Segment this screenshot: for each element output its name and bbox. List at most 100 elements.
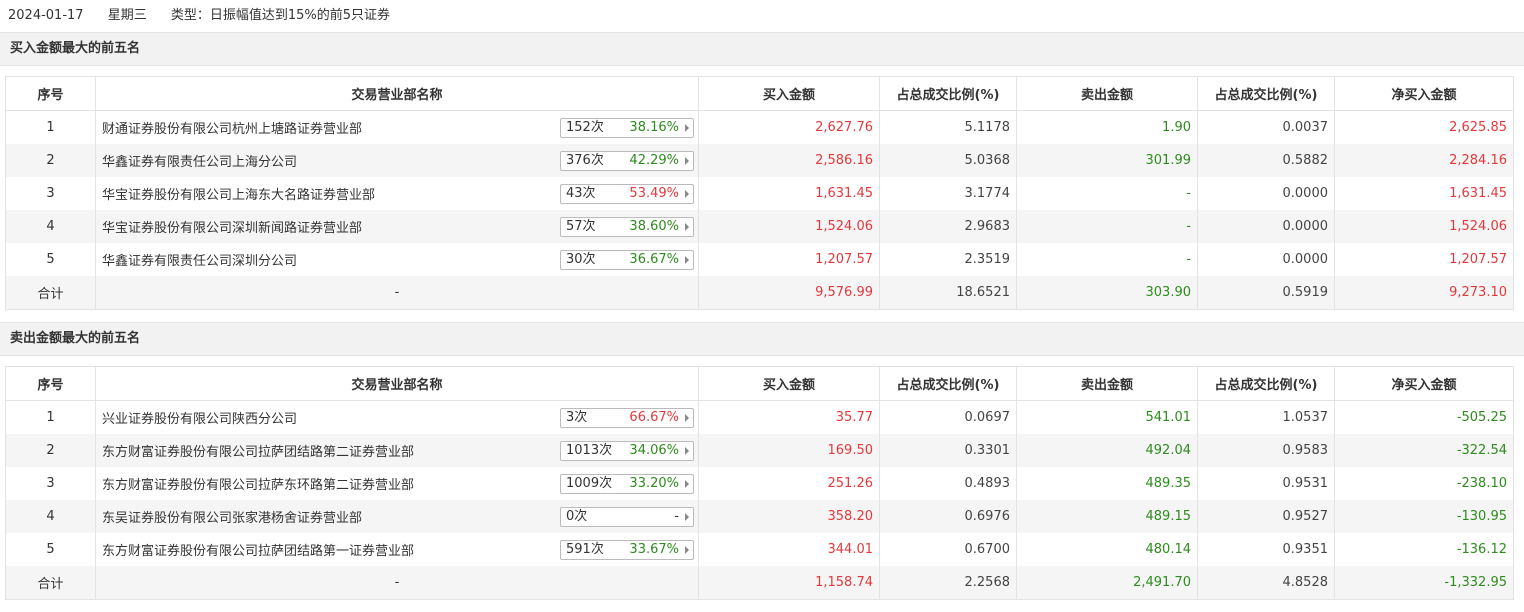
col-header-buy[interactable]: 买入金额: [698, 76, 880, 111]
row-index: 3: [5, 177, 96, 210]
col-header-sell-pct[interactable]: 占总成交比例(%): [1197, 366, 1335, 401]
sell-section-title: 卖出金额最大的前五名: [0, 322, 1524, 356]
table-header-row: 序号 交易营业部名称 买入金额 占总成交比例(%) 卖出金额 占总成交比例(%)…: [5, 366, 1514, 401]
sell-ratio: 0.0000: [1197, 210, 1335, 243]
buy-ratio: 0.0697: [879, 400, 1017, 434]
branch-stats-button[interactable]: 3次 66.67%: [560, 408, 694, 428]
buy-ratio: 0.3301: [879, 434, 1017, 467]
buy-ratio: 0.6976: [879, 500, 1017, 533]
sell-amount: 541.01: [1016, 400, 1198, 434]
win-rate: 53.49%: [629, 186, 679, 201]
branch-name-cell: 华鑫证券有限责任公司深圳分公司 30次 36.67%: [95, 243, 699, 276]
branch-name-link[interactable]: 东吴证券股份有限公司张家港杨舍证券营业部: [102, 511, 363, 526]
table-row: 1 兴业证券股份有限公司陕西分公司 3次 66.67% 35.77 0.0697 541.0…: [5, 400, 1514, 434]
sell-ratio: 0.9351: [1197, 533, 1335, 566]
net-amount: 1,207.57: [1334, 243, 1514, 276]
buy-ratio: 0.6700: [879, 533, 1017, 566]
buy-amount: 2,627.76: [698, 110, 880, 144]
table-row: 3 东方财富证券股份有限公司拉萨东环路第二证券营业部 1009次 33.20% 251.…: [5, 467, 1514, 500]
branch-name-cell: 华宝证券股份有限公司上海东大名路证券营业部 43次 53.49%: [95, 177, 699, 210]
total-buy-ratio: 18.6521: [879, 276, 1017, 310]
sell-table: 序号 交易营业部名称 买入金额 占总成交比例(%) 卖出金额 占总成交比例(%)…: [5, 366, 1514, 600]
sell-table-body: 1 兴业证券股份有限公司陕西分公司 3次 66.67% 35.77 0.0697 541.0…: [5, 400, 1514, 600]
total-sell-ratio: 4.8528: [1197, 566, 1335, 600]
col-header-net[interactable]: 净买入金额: [1334, 76, 1514, 111]
col-header-net[interactable]: 净买入金额: [1334, 366, 1514, 401]
branch-name-cell: 东吴证券股份有限公司张家港杨舍证券营业部 0次 -: [95, 500, 699, 533]
branch-stats-button[interactable]: 30次 36.67%: [560, 250, 694, 270]
win-rate: 33.20%: [629, 476, 679, 491]
branch-name-link[interactable]: 华宝证券股份有限公司上海东大名路证券营业部: [102, 188, 376, 203]
table-row: 5 华鑫证券有限责任公司深圳分公司 30次 36.67% 1,207.57 2.3519-…: [5, 243, 1514, 276]
col-header-name: 交易营业部名称: [95, 76, 699, 111]
sell-ratio: 0.0000: [1197, 243, 1335, 276]
row-index: 5: [5, 533, 96, 566]
listing-count: 1009次: [566, 476, 613, 491]
col-header-buy[interactable]: 买入金额: [698, 366, 880, 401]
branch-name-cell: 兴业证券股份有限公司陕西分公司 3次 66.67%: [95, 400, 699, 434]
weekday: 星期三: [107, 8, 147, 23]
branch-stats-button[interactable]: 1013次 34.06%: [560, 441, 694, 461]
caret-right-icon: [685, 190, 689, 198]
branch-name-link[interactable]: 财通证券股份有限公司杭州上塘路证券营业部: [102, 122, 363, 137]
row-index: 4: [5, 500, 96, 533]
branch-stats-button[interactable]: 376次 42.29%: [560, 151, 694, 171]
branch-name-link[interactable]: 华鑫证券有限责任公司上海分公司: [102, 155, 298, 170]
buy-amount: 358.20: [698, 500, 880, 533]
caret-right-icon: [685, 546, 689, 554]
col-header-buy-pct[interactable]: 占总成交比例(%): [879, 76, 1017, 111]
branch-stats-button[interactable]: 43次 53.49%: [560, 184, 694, 204]
branch-name-cell: 东方财富证券股份有限公司拉萨团结路第一证券营业部 591次 33.67%: [95, 533, 699, 566]
col-header-buy-pct[interactable]: 占总成交比例(%): [879, 366, 1017, 401]
col-header-sell[interactable]: 卖出金额: [1016, 76, 1198, 111]
branch-name-link[interactable]: 华宝证券股份有限公司深圳新闻路证券营业部: [102, 221, 363, 236]
branch-name-link[interactable]: 东方财富证券股份有限公司拉萨团结路第一证券营业部: [102, 544, 415, 559]
branch-stats-button[interactable]: 1009次 33.20%: [560, 474, 694, 494]
sell-ratio: 0.5882: [1197, 144, 1335, 177]
branch-name-link[interactable]: 东方财富证券股份有限公司拉萨团结路第二证券营业部: [102, 445, 415, 460]
win-rate: -: [674, 509, 679, 524]
col-header-sell-pct[interactable]: 占总成交比例(%): [1197, 76, 1335, 111]
table-row: 5 东方财富证券股份有限公司拉萨团结路第一证券营业部 591次 33.67% 344.0…: [5, 533, 1514, 566]
caret-right-icon: [685, 157, 689, 165]
buy-ratio: 3.1774: [879, 177, 1017, 210]
buy-amount: 1,631.45: [698, 177, 880, 210]
sell-amount: 301.99: [1016, 144, 1198, 177]
branch-name-link[interactable]: 华鑫证券有限责任公司深圳分公司: [102, 254, 298, 269]
buy-table-body: 1 财通证券股份有限公司杭州上塘路证券营业部 152次 38.16% 2,627.76 5…: [5, 110, 1514, 310]
sell-ratio: 0.9531: [1197, 467, 1335, 500]
branch-stats-button[interactable]: 152次 38.16%: [560, 118, 694, 138]
caret-right-icon: [685, 223, 689, 231]
row-index: 3: [5, 467, 96, 500]
table-row: 4 东吴证券股份有限公司张家港杨舍证券营业部 0次 - 358.20 0.6976 489.…: [5, 500, 1514, 533]
buy-ratio: 0.4893: [879, 467, 1017, 500]
sell-amount: -: [1016, 177, 1198, 210]
total-name: -: [95, 276, 699, 310]
branch-name-link[interactable]: 兴业证券股份有限公司陕西分公司: [102, 412, 298, 427]
total-label: 合计: [5, 566, 96, 600]
branch-stats-button[interactable]: 57次 38.60%: [560, 217, 694, 237]
net-amount: -322.54: [1334, 434, 1514, 467]
sell-amount: -: [1016, 243, 1198, 276]
listing-count: 376次: [566, 153, 604, 168]
buy-ratio: 5.1178: [879, 110, 1017, 144]
win-rate: 66.67%: [629, 410, 679, 425]
caret-right-icon: [685, 447, 689, 455]
buy-amount: 1,524.06: [698, 210, 880, 243]
table-row: 4 华宝证券股份有限公司深圳新闻路证券营业部 57次 38.60% 1,524.06 2.…: [5, 210, 1514, 243]
row-index: 4: [5, 210, 96, 243]
col-header-name: 交易营业部名称: [95, 366, 699, 401]
buy-amount: 169.50: [698, 434, 880, 467]
branch-stats-button[interactable]: 0次 -: [560, 507, 694, 527]
win-rate: 42.29%: [629, 153, 679, 168]
list-type: 类型：日振幅值达到15%的前5只证券: [170, 8, 391, 23]
sell-amount: 492.04: [1016, 434, 1198, 467]
branch-name-link[interactable]: 东方财富证券股份有限公司拉萨东环路第二证券营业部: [102, 478, 415, 493]
sell-ratio: 0.9527: [1197, 500, 1335, 533]
row-index: 5: [5, 243, 96, 276]
branch-stats-button[interactable]: 591次 33.67%: [560, 540, 694, 560]
row-index: 2: [5, 434, 96, 467]
col-header-sell[interactable]: 卖出金额: [1016, 366, 1198, 401]
listing-count: 152次: [566, 120, 604, 135]
row-index: 1: [5, 400, 96, 434]
